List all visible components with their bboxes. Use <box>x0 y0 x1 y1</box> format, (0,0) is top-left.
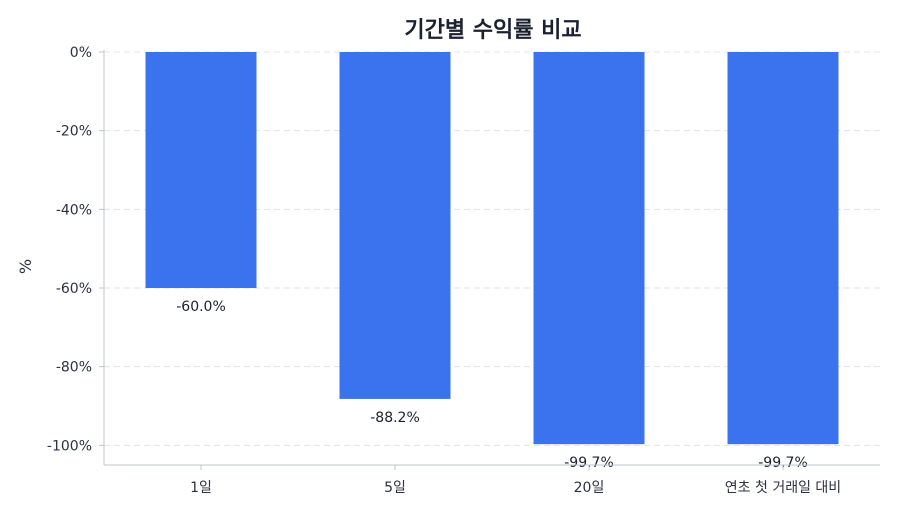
x-tick-label: 1일 <box>190 480 212 496</box>
y-axis-title: % <box>16 259 35 274</box>
y-tick-label: -60% <box>56 281 92 297</box>
x-tick-label: 20일 <box>574 480 605 496</box>
bar <box>339 52 451 399</box>
bar-value-label: -99.7% <box>564 455 614 471</box>
y-tick-label: -80% <box>56 360 92 376</box>
x-tick-label: 5일 <box>384 480 406 496</box>
y-tick-label: -20% <box>56 124 92 140</box>
bar <box>727 52 839 445</box>
x-tick-label: 연초 첫 거래일 대비 <box>725 480 841 496</box>
bar <box>145 52 257 288</box>
y-tick-label: -40% <box>56 202 92 218</box>
y-tick-label: 0% <box>70 45 92 61</box>
bar-value-label: -99.7% <box>758 455 808 471</box>
chart-title: 기간별 수익률 비교 <box>404 18 582 43</box>
bar-value-label: -88.2% <box>370 410 420 426</box>
bar-value-label: -60.0% <box>176 299 226 315</box>
y-tick-label: -100% <box>47 438 92 454</box>
bar <box>533 52 645 445</box>
